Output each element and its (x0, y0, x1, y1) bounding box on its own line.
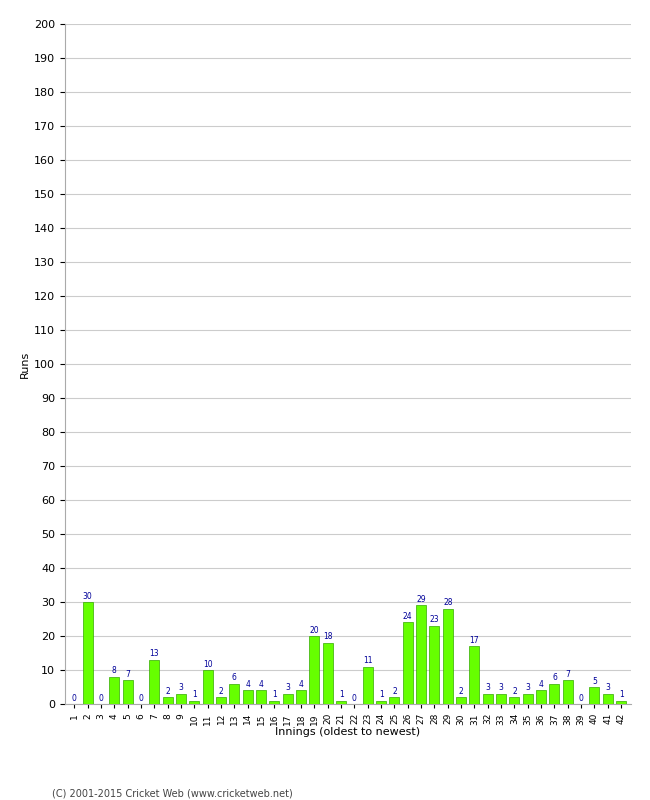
Bar (549, 683, 560, 704)
Text: 1: 1 (379, 690, 384, 699)
Text: 30: 30 (83, 592, 92, 601)
Text: 2: 2 (392, 687, 396, 696)
Text: 4: 4 (298, 680, 304, 689)
Bar (256, 690, 266, 704)
Text: 29: 29 (416, 595, 426, 604)
Bar (242, 690, 253, 704)
Text: 3: 3 (486, 683, 490, 693)
Bar (123, 680, 133, 704)
Bar (403, 622, 413, 704)
Text: 20: 20 (309, 626, 319, 634)
Text: 3: 3 (179, 683, 183, 693)
Bar (229, 683, 239, 704)
Bar (523, 694, 533, 704)
Text: 18: 18 (323, 633, 333, 642)
Text: (C) 2001-2015 Cricket Web (www.cricketweb.net): (C) 2001-2015 Cricket Web (www.cricketwe… (52, 788, 292, 798)
Text: 28: 28 (443, 598, 452, 607)
Text: 3: 3 (525, 683, 530, 693)
Text: 1: 1 (272, 690, 277, 699)
Text: 3: 3 (605, 683, 610, 693)
Bar (309, 636, 319, 704)
Text: 1: 1 (619, 690, 623, 699)
Text: 13: 13 (150, 650, 159, 658)
X-axis label: Innings (oldest to newest): Innings (oldest to newest) (275, 727, 421, 738)
Bar (389, 697, 400, 704)
Text: 2: 2 (459, 687, 463, 696)
Text: 4: 4 (245, 680, 250, 689)
Text: 17: 17 (470, 636, 479, 645)
Bar (323, 643, 333, 704)
Y-axis label: Runs: Runs (20, 350, 30, 378)
Bar (469, 646, 480, 704)
Text: 6: 6 (232, 674, 237, 682)
Bar (563, 680, 573, 704)
Bar (203, 670, 213, 704)
Bar (269, 701, 280, 704)
Text: 0: 0 (578, 694, 584, 702)
Bar (189, 701, 200, 704)
Text: 7: 7 (125, 670, 130, 679)
Bar (510, 697, 519, 704)
Text: 2: 2 (512, 687, 517, 696)
Bar (162, 697, 173, 704)
Text: 7: 7 (566, 670, 570, 679)
Text: 8: 8 (112, 666, 117, 675)
Bar (416, 606, 426, 704)
Bar (483, 694, 493, 704)
Bar (430, 626, 439, 704)
Bar (83, 602, 93, 704)
Bar (496, 694, 506, 704)
Text: 0: 0 (99, 694, 103, 702)
Text: 4: 4 (539, 680, 543, 689)
Bar (456, 697, 466, 704)
Text: 2: 2 (218, 687, 224, 696)
Bar (590, 687, 599, 704)
Text: 24: 24 (403, 612, 413, 621)
Text: 1: 1 (192, 690, 197, 699)
Text: 0: 0 (352, 694, 357, 702)
Text: 0: 0 (72, 694, 77, 702)
Text: 1: 1 (339, 690, 343, 699)
Bar (109, 677, 120, 704)
Bar (443, 609, 453, 704)
Bar (536, 690, 546, 704)
Bar (176, 694, 186, 704)
Text: 3: 3 (499, 683, 504, 693)
Bar (216, 697, 226, 704)
Bar (150, 660, 159, 704)
Text: 2: 2 (165, 687, 170, 696)
Bar (296, 690, 306, 704)
Text: 4: 4 (259, 680, 263, 689)
Text: 0: 0 (138, 694, 144, 702)
Bar (603, 694, 613, 704)
Text: 11: 11 (363, 656, 372, 666)
Text: 3: 3 (285, 683, 290, 693)
Bar (376, 701, 386, 704)
Bar (616, 701, 626, 704)
Bar (363, 666, 372, 704)
Text: 10: 10 (203, 660, 213, 669)
Text: 23: 23 (430, 615, 439, 625)
Bar (336, 701, 346, 704)
Text: 5: 5 (592, 677, 597, 686)
Bar (283, 694, 292, 704)
Text: 6: 6 (552, 674, 557, 682)
